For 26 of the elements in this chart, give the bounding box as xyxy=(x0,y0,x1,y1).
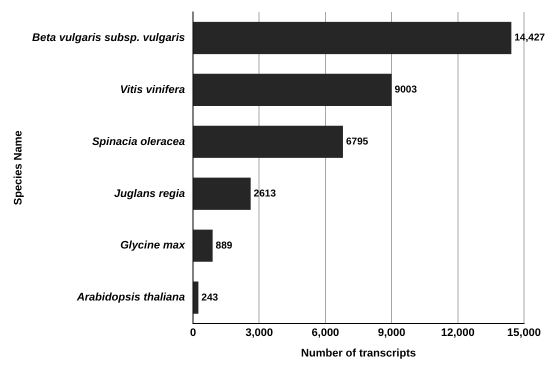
bar xyxy=(194,178,251,210)
data-label: 9003 xyxy=(394,84,418,96)
x-tick-label: 6,000 xyxy=(312,327,340,340)
y-tick-label: Arabidopsis thaliana xyxy=(76,292,186,304)
bar xyxy=(194,282,198,314)
data-label: 2613 xyxy=(254,188,276,200)
y-tick-label: Beta vulgaris subsp. vulgaris xyxy=(32,32,186,44)
data-label: 14,427 xyxy=(514,32,546,44)
x-tick-label: 9,000 xyxy=(378,327,406,340)
bar xyxy=(194,230,213,262)
x-tick-label: 3,000 xyxy=(245,327,273,340)
data-label: 889 xyxy=(216,240,233,252)
y-tick-label: Vitis vinifera xyxy=(120,84,186,96)
x-tick-label: 15,000 xyxy=(507,327,541,340)
y-axis-title: Species Name xyxy=(12,130,25,206)
x-axis-title: Number of transcripts xyxy=(301,347,416,360)
y-tick-label: Glycine max xyxy=(120,240,186,252)
y-tick-label: Juglans regia xyxy=(114,188,186,200)
data-label: 243 xyxy=(201,292,219,304)
bar xyxy=(194,74,392,106)
y-tick-label: Spinacia oleracea xyxy=(92,136,186,148)
x-tick-label: 0 xyxy=(190,327,196,340)
x-tick-label: 12,000 xyxy=(440,327,475,340)
data-label: 6795 xyxy=(346,136,369,148)
bar xyxy=(194,22,512,54)
bar xyxy=(194,126,343,158)
